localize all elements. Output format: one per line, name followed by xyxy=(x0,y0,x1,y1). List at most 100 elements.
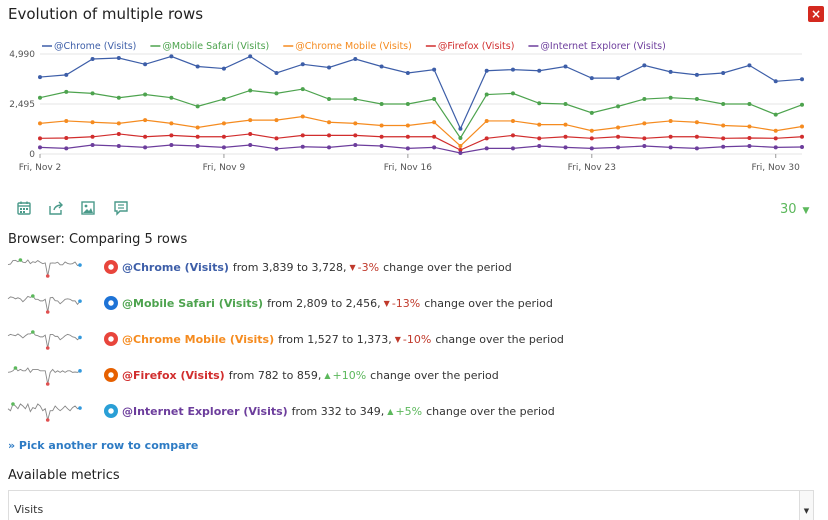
data-point[interactable] xyxy=(616,134,621,139)
data-point[interactable] xyxy=(642,63,647,68)
data-point[interactable] xyxy=(274,118,279,123)
data-point[interactable] xyxy=(432,134,437,139)
row-label[interactable]: @Mobile Safari (Visits) xyxy=(122,296,264,310)
data-point[interactable] xyxy=(405,134,410,139)
data-point[interactable] xyxy=(353,142,358,147)
data-point[interactable] xyxy=(379,134,384,139)
data-point[interactable] xyxy=(721,70,726,75)
data-point[interactable] xyxy=(537,143,542,148)
data-point[interactable] xyxy=(721,102,726,106)
data-point[interactable] xyxy=(353,97,358,102)
data-point[interactable] xyxy=(668,145,673,150)
data-point[interactable] xyxy=(747,63,752,68)
data-point[interactable] xyxy=(510,146,515,151)
data-point[interactable] xyxy=(721,144,726,149)
data-point[interactable] xyxy=(589,136,594,141)
metrics-select[interactable]: Visits ▼ xyxy=(8,490,814,520)
row-label[interactable]: @Chrome (Visits) xyxy=(122,260,229,274)
data-point[interactable] xyxy=(405,146,410,151)
data-point[interactable] xyxy=(195,104,200,109)
data-point[interactable] xyxy=(169,142,174,147)
data-point[interactable] xyxy=(484,68,489,73)
data-point[interactable] xyxy=(274,91,279,96)
data-point[interactable] xyxy=(432,97,437,102)
data-point[interactable] xyxy=(616,125,621,130)
data-point[interactable] xyxy=(143,134,148,139)
data-point[interactable] xyxy=(694,97,699,102)
data-point[interactable] xyxy=(458,126,463,131)
data-point[interactable] xyxy=(694,120,699,125)
data-point[interactable] xyxy=(116,143,121,148)
data-point[interactable] xyxy=(484,136,489,141)
data-point[interactable] xyxy=(589,146,594,151)
data-point[interactable] xyxy=(642,97,647,102)
data-point[interactable] xyxy=(195,134,200,139)
data-point[interactable] xyxy=(38,145,42,150)
data-point[interactable] xyxy=(143,92,148,97)
data-point[interactable] xyxy=(274,146,279,151)
data-point[interactable] xyxy=(589,76,594,81)
data-point[interactable] xyxy=(616,76,621,81)
data-point[interactable] xyxy=(642,143,647,148)
data-point[interactable] xyxy=(773,112,778,117)
data-point[interactable] xyxy=(64,89,69,94)
data-point[interactable] xyxy=(668,95,673,100)
data-point[interactable] xyxy=(116,56,121,61)
data-point[interactable] xyxy=(38,121,42,126)
data-point[interactable] xyxy=(616,104,621,109)
data-point[interactable] xyxy=(169,95,174,100)
data-point[interactable] xyxy=(458,135,463,140)
data-point[interactable] xyxy=(747,135,752,140)
data-point[interactable] xyxy=(510,133,515,138)
data-point[interactable] xyxy=(773,79,778,84)
data-point[interactable] xyxy=(747,124,752,129)
data-point[interactable] xyxy=(90,120,95,125)
data-point[interactable] xyxy=(116,121,121,126)
pick-another-row-link[interactable]: » Pick another row to compare xyxy=(8,439,199,452)
data-point[interactable] xyxy=(300,144,305,149)
data-point[interactable] xyxy=(221,121,226,126)
row-label[interactable]: @Firefox (Visits) xyxy=(122,368,225,382)
data-point[interactable] xyxy=(721,123,726,128)
data-point[interactable] xyxy=(116,95,121,100)
data-point[interactable] xyxy=(327,65,332,70)
data-point[interactable] xyxy=(64,72,69,77)
data-point[interactable] xyxy=(668,134,673,139)
data-point[interactable] xyxy=(800,77,804,82)
data-point[interactable] xyxy=(379,143,384,148)
data-point[interactable] xyxy=(668,69,673,74)
data-point[interactable] xyxy=(64,135,69,140)
data-point[interactable] xyxy=(353,133,358,138)
data-point[interactable] xyxy=(248,131,253,136)
data-point[interactable] xyxy=(563,102,568,106)
data-point[interactable] xyxy=(221,145,226,150)
data-point[interactable] xyxy=(90,91,95,96)
data-point[interactable] xyxy=(195,143,200,148)
data-point[interactable] xyxy=(642,121,647,126)
data-point[interactable] xyxy=(800,145,804,150)
data-point[interactable] xyxy=(537,136,542,141)
data-point[interactable] xyxy=(668,118,673,123)
data-point[interactable] xyxy=(38,136,42,141)
data-point[interactable] xyxy=(379,64,384,69)
data-point[interactable] xyxy=(379,123,384,128)
legend-item[interactable]: @Chrome Mobile (Visits) xyxy=(283,41,412,52)
data-point[interactable] xyxy=(379,102,384,106)
data-point[interactable] xyxy=(800,102,804,107)
data-point[interactable] xyxy=(747,143,752,148)
data-point[interactable] xyxy=(300,87,305,92)
annotation-icon[interactable] xyxy=(113,200,129,216)
row-label[interactable]: @Internet Explorer (Visits) xyxy=(122,404,288,418)
data-point[interactable] xyxy=(432,67,437,72)
data-point[interactable] xyxy=(616,145,621,150)
data-point[interactable] xyxy=(405,123,410,128)
data-point[interactable] xyxy=(353,121,358,126)
data-point[interactable] xyxy=(510,67,515,72)
legend-item[interactable]: @Internet Explorer (Visits) xyxy=(528,41,666,52)
data-point[interactable] xyxy=(510,91,515,96)
data-point[interactable] xyxy=(800,134,804,139)
data-point[interactable] xyxy=(300,62,305,67)
data-point[interactable] xyxy=(773,145,778,150)
row-label[interactable]: @Chrome Mobile (Visits) xyxy=(122,332,275,346)
data-point[interactable] xyxy=(458,147,463,152)
